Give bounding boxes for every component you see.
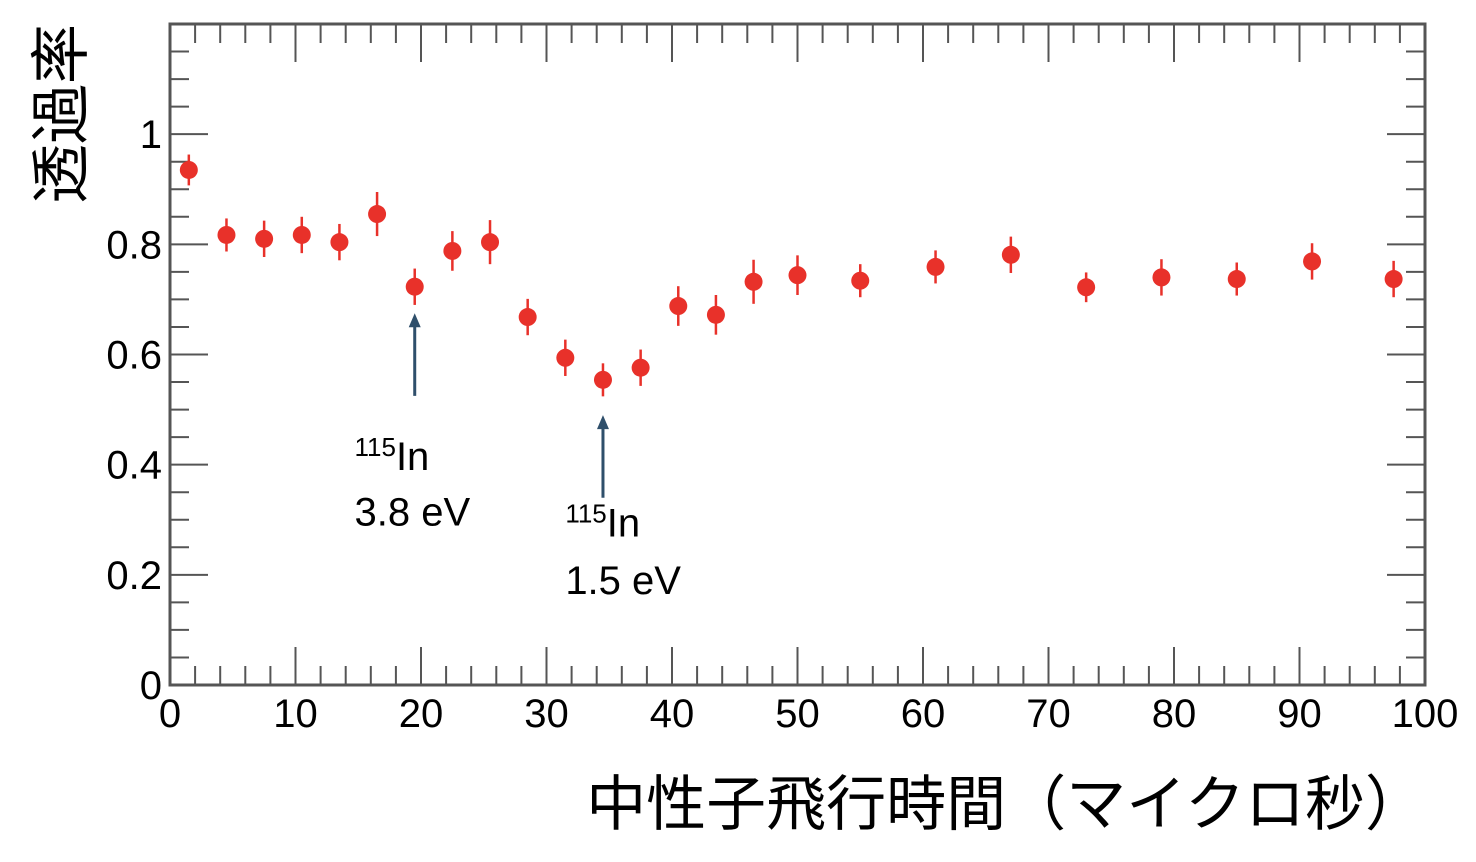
isotope-element: In: [607, 501, 640, 545]
annotation-arrow-head: [596, 415, 609, 430]
isotope-element: In: [396, 435, 429, 479]
annotation-energy-label: 3.8 eV: [354, 490, 470, 534]
data-point: [179, 160, 198, 179]
x-tick-label: 0: [159, 692, 181, 736]
x-tick-label: 20: [399, 692, 444, 736]
x-tick-label: 10: [273, 692, 318, 736]
data-point: [518, 308, 537, 327]
y-tick-label: 0: [140, 664, 162, 708]
x-axis-title: 中性子飛行時間（マイクロ秒）: [586, 770, 1425, 840]
data-point: [405, 277, 424, 296]
y-tick-label: 0.6: [106, 334, 162, 378]
y-tick-label: 0.4: [106, 444, 162, 488]
data-point: [1001, 245, 1020, 264]
y-axis-title: 透過率: [27, 24, 97, 204]
annotation-arrow-head: [408, 313, 421, 328]
data-point: [292, 225, 311, 244]
data-point: [1303, 252, 1322, 271]
x-tick-label: 60: [901, 692, 946, 736]
y-tick-label: 0.8: [106, 223, 162, 267]
isotope-mass-number: 115: [565, 498, 606, 528]
data-point: [744, 272, 763, 291]
data-point: [217, 225, 236, 244]
axis-ticks: [169, 23, 1426, 686]
y-tick-label: 0.2: [106, 554, 162, 598]
data-point: [368, 205, 387, 224]
data-point: [255, 229, 274, 248]
data-point: [556, 348, 575, 367]
data-point: [481, 233, 500, 252]
data-point: [1227, 270, 1246, 289]
annotation-isotope-label: 115In: [354, 432, 429, 479]
data-point: [669, 297, 688, 316]
annotation-isotope-label: 115In: [565, 498, 640, 545]
data-points: [179, 154, 1403, 397]
isotope-mass-number: 115: [354, 432, 395, 462]
x-tick-label: 80: [1152, 692, 1197, 736]
data-point: [926, 257, 945, 276]
data-point: [1077, 278, 1096, 297]
data-point: [443, 241, 462, 260]
x-tick-label: 40: [650, 692, 695, 736]
x-tick-label: 50: [775, 692, 820, 736]
annotation-energy-label: 1.5 eV: [565, 559, 681, 603]
data-point: [330, 233, 349, 252]
data-point: [788, 266, 807, 285]
data-point: [631, 358, 650, 377]
x-tick-label: 90: [1277, 692, 1322, 736]
x-tick-label: 30: [524, 692, 569, 736]
data-point: [851, 271, 870, 290]
x-tick-label: 70: [1026, 692, 1071, 736]
axis-tick-labels: 0 10 20 30 40 50 60 70 80 90 100 0 0.2 0.4 0.6 0.8 1: [106, 113, 1458, 736]
plot-frame: [168, 22, 1427, 687]
data-point: [1384, 270, 1403, 289]
data-point: [593, 370, 612, 389]
x-tick-label: 100: [1392, 692, 1459, 736]
data-point: [706, 305, 725, 324]
data-point: [1152, 268, 1171, 287]
y-tick-label: 1: [140, 113, 162, 157]
